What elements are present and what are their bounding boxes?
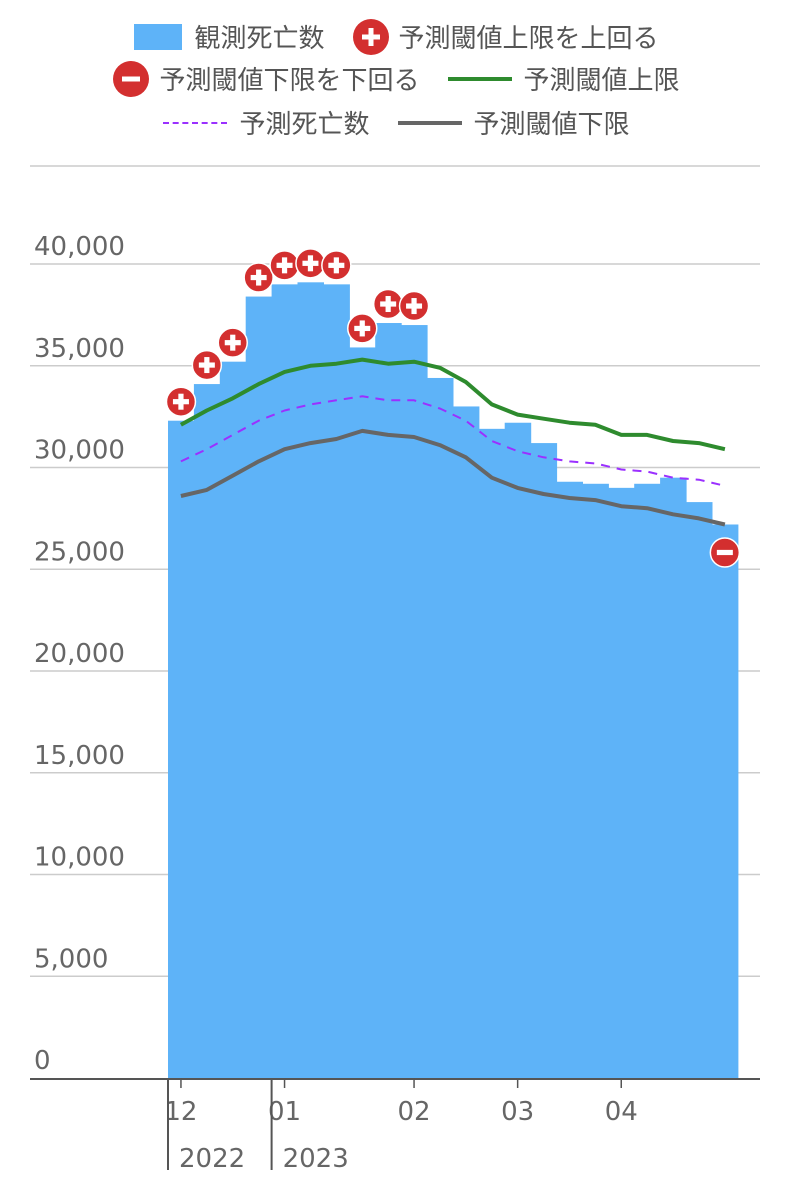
- lower-threshold-line: [180, 428, 726, 527]
- bar-series: [168, 282, 739, 1079]
- minus-circle-icon: [709, 537, 741, 568]
- bar: [686, 502, 713, 1079]
- legend-swatch-expected-line: [163, 121, 228, 124]
- bar: [349, 347, 376, 1078]
- plus-circle-icon: [321, 250, 352, 281]
- legend-item-lower: 予測閾値下限: [397, 104, 630, 141]
- marker-bar-v: [385, 296, 391, 313]
- plus-circle-icon: [372, 288, 404, 320]
- upper-threshold-line: [179, 357, 726, 452]
- bar: [660, 477, 687, 1078]
- x-tick-label: 04: [605, 1097, 638, 1127]
- y-tick-label: 20,000: [34, 639, 125, 669]
- bar: [634, 483, 661, 1078]
- legend-item-below-lower: 予測閾値下限を下回る: [113, 60, 420, 97]
- legend-label-lower: 予測閾値下限: [473, 110, 630, 140]
- plus-circle-icon: [243, 262, 274, 293]
- legend-label-expected: 予測死亡数: [239, 110, 370, 140]
- y-tick-label: 30,000: [34, 436, 125, 466]
- x-tick-label: 02: [398, 1097, 431, 1127]
- legend-label-below-lower: 予測閾値下限を下回る: [159, 66, 420, 96]
- x-tick-label: 12: [164, 1097, 197, 1127]
- legend-label-observed: 観測死亡数: [194, 24, 325, 54]
- marker-bar-v: [178, 393, 184, 410]
- bar: [297, 282, 324, 1078]
- y-tick-label: 35,000: [34, 334, 125, 364]
- plus-circle-icon: [295, 248, 326, 279]
- marker-bar-v: [411, 298, 417, 315]
- plus-circle-icon: [269, 250, 300, 281]
- year-label: 2022: [179, 1144, 245, 1174]
- legend-item-expected: 予測死亡数: [163, 104, 370, 141]
- plus-circle-icon: [398, 290, 430, 322]
- bar: [478, 428, 506, 1079]
- marker-bar-v: [281, 257, 288, 274]
- marker-bar-v: [359, 320, 365, 337]
- bar: [271, 284, 299, 1079]
- bar: [608, 487, 635, 1079]
- marker-bar-h: [716, 549, 733, 556]
- marker-bar-v: [333, 257, 339, 274]
- y-tick-label: 25,000: [34, 537, 125, 567]
- plus-circle-icon: [165, 386, 197, 417]
- bar: [582, 483, 609, 1078]
- minus-circle-icon: [113, 60, 150, 97]
- plus-circle-icon: [217, 327, 248, 358]
- y-tick-label: 40,000: [34, 232, 125, 262]
- x-tick-label: 01: [268, 1097, 301, 1127]
- legend-swatch-upper-line: [447, 76, 512, 81]
- bar: [323, 284, 350, 1079]
- plus-circle-icon: [352, 18, 389, 55]
- legend-row-1: 観測死亡数 予測閾値上限を上回る: [0, 18, 793, 55]
- expected-deaths-line: [180, 395, 726, 487]
- legend-row-3: 予測死亡数 予測閾値下限: [0, 104, 793, 141]
- bar: [452, 406, 480, 1078]
- bar: [530, 443, 558, 1079]
- y-tick-label: 5,000: [34, 944, 108, 974]
- marker-bar-v: [230, 334, 236, 351]
- bar: [504, 422, 532, 1079]
- year-label: 2023: [283, 1144, 349, 1174]
- bar: [711, 524, 739, 1078]
- bar: [245, 296, 273, 1078]
- line-series: [179, 357, 726, 527]
- legend-item-above-upper: 予測閾値上限を上回る: [352, 18, 659, 55]
- legend-swatch-lower-line: [397, 120, 462, 125]
- bar: [375, 323, 402, 1078]
- y-tick-label: 0: [34, 1046, 51, 1076]
- legend-label-above-upper: 予測閾値上限を上回る: [398, 24, 659, 54]
- bar: [427, 377, 454, 1079]
- bar: [401, 325, 428, 1078]
- plus-circle-icon: [191, 349, 223, 381]
- bar: [193, 384, 221, 1078]
- x-tick-label: 03: [501, 1097, 534, 1127]
- y-tick-label: 10,000: [34, 843, 125, 873]
- marker-bar-v: [256, 269, 262, 286]
- bar: [168, 420, 195, 1078]
- marker-bar-v: [204, 357, 210, 374]
- chart-legend: 観測死亡数 予測閾値上限を上回る 予測閾値下限を下回る 予測閾値上限 予測死亡数: [0, 0, 793, 150]
- y-tick-label: 15,000: [34, 741, 125, 771]
- legend-item-upper: 予測閾値上限: [447, 60, 680, 97]
- x-axis: 12 01 02 03 04 2022 2023: [30, 1078, 760, 1174]
- legend-label-upper: 予測閾値上限: [523, 66, 680, 96]
- marker-bar-v: [307, 255, 314, 272]
- legend-item-observed: 観測死亡数: [134, 18, 325, 55]
- plus-circle-icon: [347, 313, 378, 344]
- legend-row-2: 予測閾値下限を下回る 予測閾値上限: [0, 60, 793, 97]
- legend-swatch-bar: [134, 23, 183, 50]
- bar: [556, 481, 583, 1078]
- threshold-markers: [165, 248, 741, 568]
